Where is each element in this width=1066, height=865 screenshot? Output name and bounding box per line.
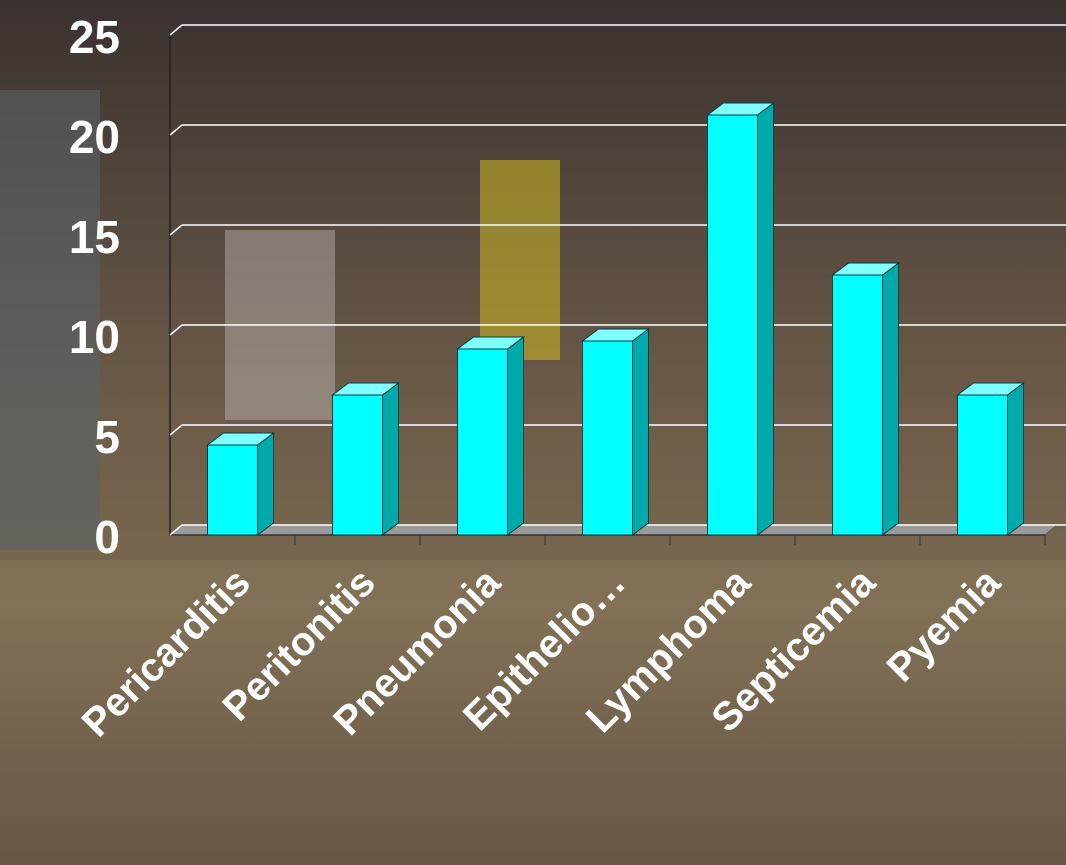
background-shape <box>480 160 560 360</box>
bar-side <box>757 102 774 536</box>
bar-side <box>632 328 649 536</box>
grid-line <box>169 124 183 136</box>
grid-line <box>169 224 183 236</box>
y-tick-label: 10 <box>69 311 120 363</box>
bar <box>457 348 508 536</box>
bar <box>332 394 383 536</box>
bar-side <box>257 432 274 536</box>
bar <box>957 394 1008 536</box>
bar-side <box>382 382 399 536</box>
y-tick-label: 5 <box>94 411 120 463</box>
background-shape <box>0 560 1066 865</box>
grid-line <box>169 24 183 36</box>
bar <box>207 444 258 536</box>
bar <box>582 340 633 536</box>
y-tick-label: 15 <box>69 211 120 263</box>
bar-side <box>507 336 524 536</box>
background-shape <box>0 90 100 550</box>
bar-side <box>1007 382 1024 536</box>
y-tick-label: 0 <box>94 511 120 563</box>
grid-line <box>169 324 183 336</box>
bar <box>832 274 883 536</box>
bar-side <box>882 262 899 536</box>
y-tick-label: 25 <box>69 11 120 63</box>
bar <box>707 114 758 536</box>
grid-line <box>169 424 183 436</box>
y-tick-label: 20 <box>69 111 120 163</box>
grid-line <box>169 524 183 536</box>
